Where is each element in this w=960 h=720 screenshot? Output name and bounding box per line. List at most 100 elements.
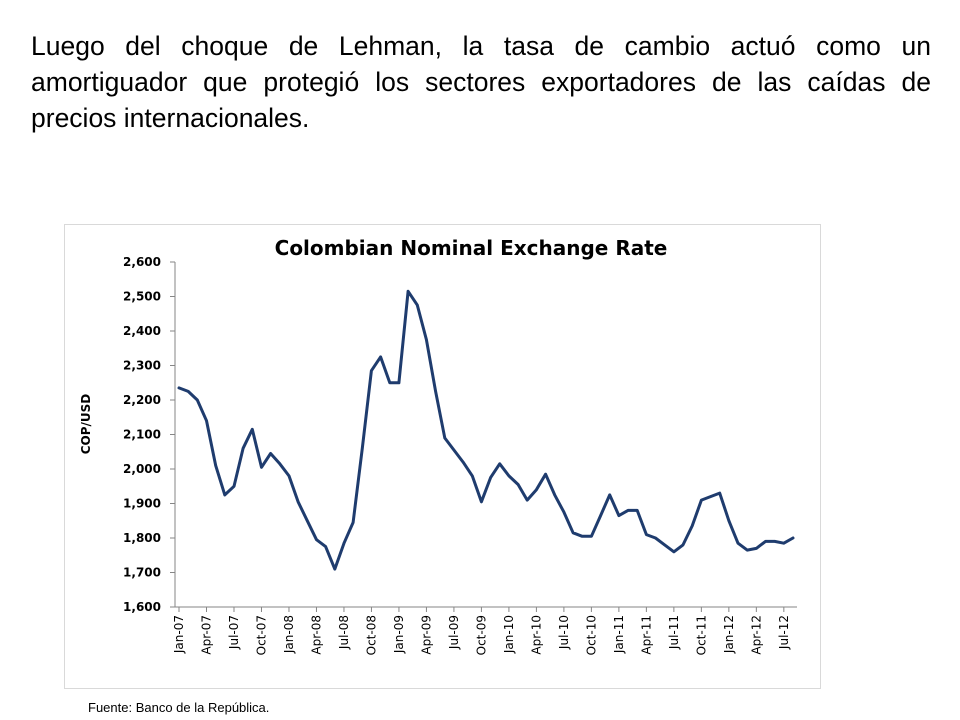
data-point xyxy=(764,540,767,543)
x-tick-label: Jul-10 xyxy=(557,615,571,650)
data-point xyxy=(553,493,556,497)
y-tick-label: 1,600 xyxy=(123,600,161,614)
data-point xyxy=(177,386,181,390)
data-point xyxy=(498,462,501,466)
data-point xyxy=(773,540,776,543)
x-tick-label: Apr-09 xyxy=(419,615,433,655)
data-point xyxy=(626,509,630,512)
data-point xyxy=(782,541,786,545)
data-point xyxy=(351,521,355,524)
data-point xyxy=(645,533,648,536)
data-point xyxy=(672,550,676,553)
x-tick-label: Apr-08 xyxy=(309,615,323,655)
data-point xyxy=(562,510,566,514)
data-point xyxy=(452,448,456,452)
x-tick-label: Jan-10 xyxy=(502,615,516,654)
data-point xyxy=(214,464,217,467)
slide-text: Luego del choque de Lehman, la tasa de c… xyxy=(31,31,931,133)
series xyxy=(177,289,795,571)
data-point xyxy=(709,495,712,498)
data-point xyxy=(663,543,666,547)
data-point xyxy=(333,567,336,571)
data-point xyxy=(590,535,593,538)
data-point xyxy=(232,485,236,488)
y-axis-label: COP/USD xyxy=(79,394,93,455)
data-point xyxy=(681,543,685,547)
data-point xyxy=(736,541,740,545)
data-point xyxy=(306,519,309,522)
x-tick-label: Oct-07 xyxy=(254,615,268,655)
data-point xyxy=(397,381,401,384)
data-point xyxy=(755,547,758,550)
x-tick-label: Oct-09 xyxy=(474,615,488,655)
data-point xyxy=(416,303,419,307)
y-tick-label: 2,000 xyxy=(123,462,161,476)
data-point xyxy=(434,390,437,393)
data-point xyxy=(516,483,520,486)
x-tick-label: Oct-10 xyxy=(584,615,598,655)
data-point xyxy=(526,498,529,502)
data-point xyxy=(370,369,373,372)
data-point xyxy=(388,381,391,384)
x-tick-label: Apr-07 xyxy=(199,615,213,655)
x-tick-label: Jan-09 xyxy=(392,615,406,654)
data-point xyxy=(406,290,410,293)
data-point xyxy=(489,476,492,479)
data-point xyxy=(223,493,227,497)
data-point xyxy=(443,436,446,440)
x-tick-label: Jan-07 xyxy=(172,615,186,654)
data-point xyxy=(196,398,199,402)
x-tick-label: Apr-12 xyxy=(749,615,763,655)
data-point xyxy=(507,474,511,478)
y-tick-label: 1,900 xyxy=(123,497,161,511)
tick-labels: 1,600 1,700 1,800 1,900 2,000 2,100 2,200 2,300… xyxy=(123,255,791,655)
data-point xyxy=(287,474,291,478)
x-tick-label: Oct-08 xyxy=(364,615,378,655)
x-tick-label: Jul-12 xyxy=(777,615,791,650)
x-tick-label: Oct-11 xyxy=(694,615,708,655)
x-tick-label: Jan-08 xyxy=(282,615,296,654)
y-tick-label: 1,700 xyxy=(123,566,161,580)
x-tick-label: Jul-08 xyxy=(337,615,351,650)
data-point xyxy=(269,452,272,455)
y-tick-label: 2,600 xyxy=(123,255,161,269)
exchange-rate-chart: Colombian Nominal Exchange Rate COP/USD … xyxy=(79,236,797,655)
data-point xyxy=(241,447,245,450)
x-tick-label: Apr-11 xyxy=(639,615,653,655)
data-point xyxy=(361,447,364,450)
data-point xyxy=(342,541,346,545)
data-point xyxy=(205,419,208,422)
data-point xyxy=(544,472,547,476)
data-point xyxy=(654,536,657,540)
data-point xyxy=(745,548,749,552)
data-point xyxy=(791,536,795,540)
y-tick-label: 2,200 xyxy=(123,393,161,407)
x-tick-label: Apr-10 xyxy=(529,615,543,655)
data-point xyxy=(617,514,621,517)
data-point xyxy=(700,498,703,502)
data-point xyxy=(315,538,318,541)
data-point xyxy=(251,428,254,431)
data-point xyxy=(599,514,602,517)
y-tick-label: 2,300 xyxy=(123,359,161,373)
data-point xyxy=(480,500,483,503)
data-point xyxy=(324,545,327,548)
data-point xyxy=(425,338,428,341)
x-tick-label: Jul-09 xyxy=(447,615,461,650)
y-tick-label: 1,800 xyxy=(123,531,161,545)
data-point xyxy=(461,460,465,464)
x-tick-label: Jul-11 xyxy=(667,615,681,650)
y-tick-label: 2,400 xyxy=(123,324,161,338)
data-point xyxy=(636,509,639,512)
data-point xyxy=(690,524,694,528)
data-point xyxy=(278,462,282,466)
data-point xyxy=(727,519,731,522)
x-tick-label: Jul-07 xyxy=(227,615,241,650)
data-point xyxy=(186,390,190,393)
data-point xyxy=(571,531,575,535)
axes xyxy=(170,261,797,612)
y-tick-label: 2,500 xyxy=(123,290,161,304)
chart-frame: Colombian Nominal Exchange Rate COP/USD … xyxy=(64,224,821,689)
data-point xyxy=(535,488,538,491)
data-point xyxy=(260,466,263,469)
